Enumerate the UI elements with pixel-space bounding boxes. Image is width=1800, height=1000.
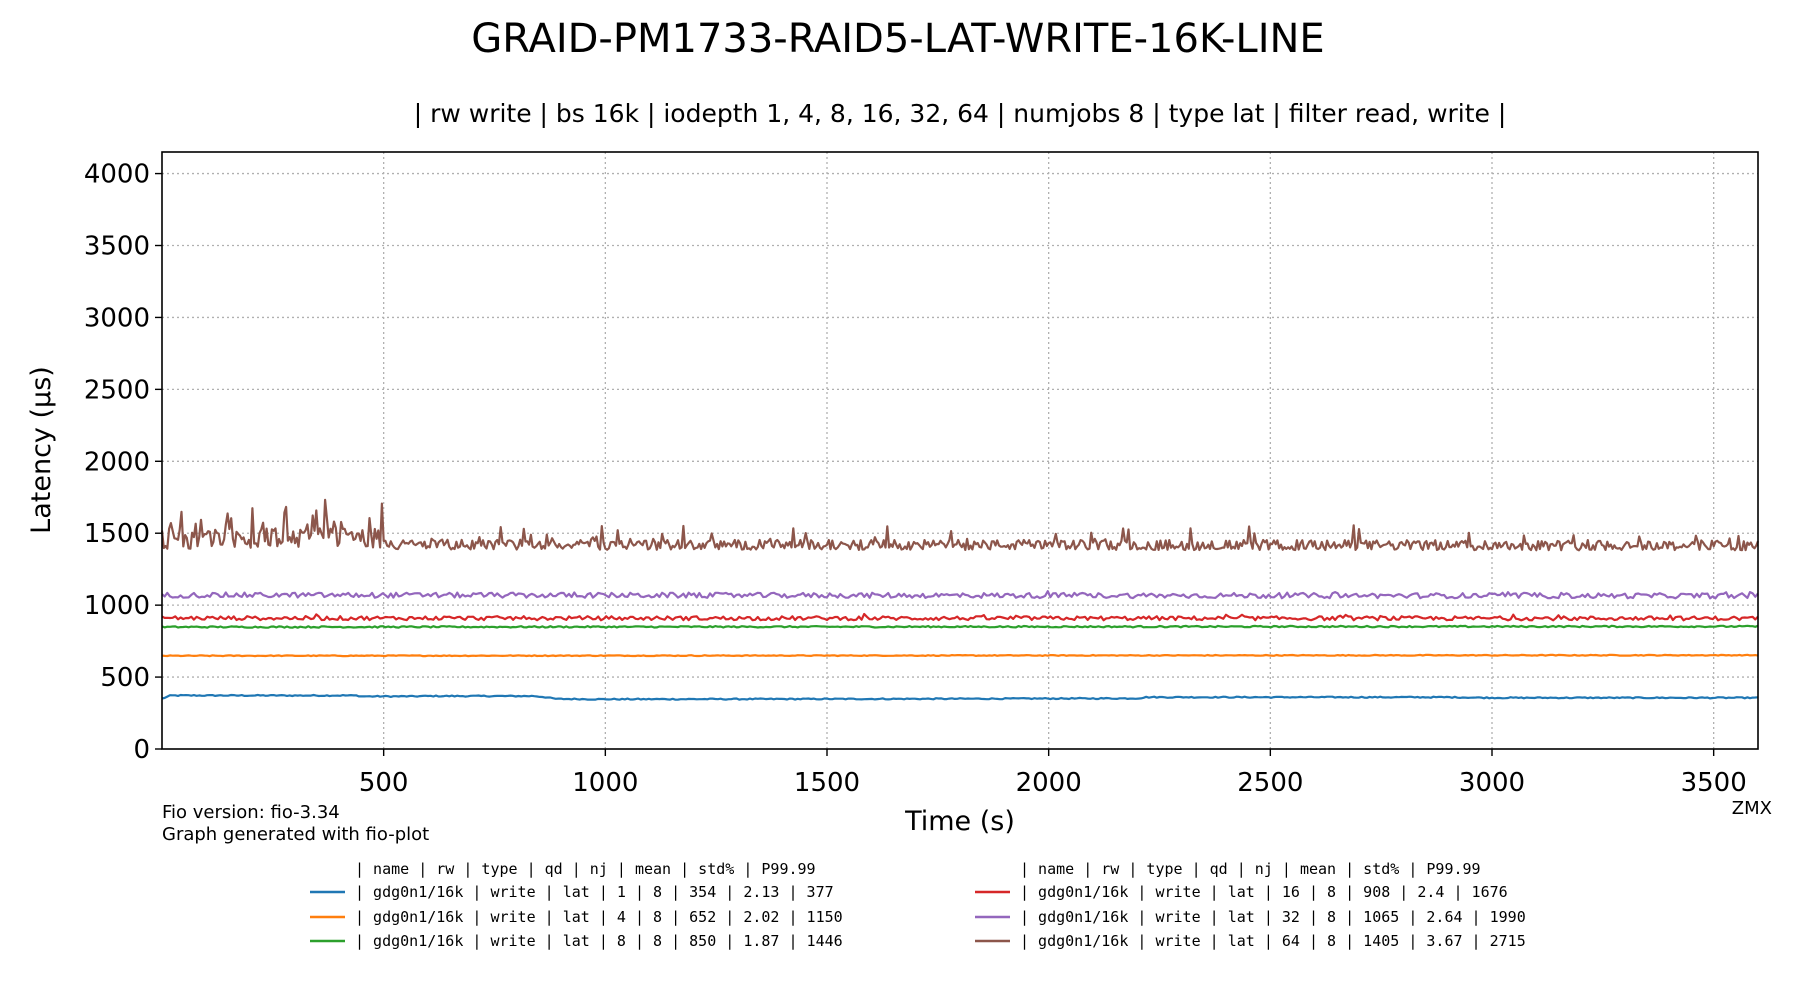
legend-entry: | gdg0n1/16k | write | lat | 16 | 8 | 90… <box>1020 883 1508 901</box>
x-tick-label: 500 <box>359 768 409 798</box>
fio-version-note: Fio version: fio-3.34 <box>162 802 340 823</box>
y-tick-label: 1000 <box>84 591 150 621</box>
legend-entry: | gdg0n1/16k | write | lat | 64 | 8 | 14… <box>1020 932 1526 950</box>
legend: | name | rw | type | qd | nj | mean | st… <box>310 860 1526 950</box>
y-tick-label: 500 <box>100 663 150 693</box>
x-tick-label: 1000 <box>572 768 638 798</box>
plot-area-frame <box>161 151 1759 750</box>
legend-entry: | gdg0n1/16k | write | lat | 32 | 8 | 10… <box>1020 908 1526 926</box>
zmx-note: ZMX <box>1732 798 1772 819</box>
series-line-5 <box>161 590 1759 600</box>
grid-lines <box>162 152 1758 749</box>
y-tick-label: 3500 <box>84 232 150 262</box>
legend-header: | name | rw | type | qd | nj | mean | st… <box>355 860 816 878</box>
x-tick-label: 3000 <box>1459 768 1525 798</box>
series-line-4 <box>161 612 1759 622</box>
x-tick-label: 1500 <box>794 768 860 798</box>
x-tick-label: 2500 <box>1237 768 1303 798</box>
y-tick-label: 4000 <box>84 160 150 190</box>
chart-title: GRAID-PM1733-RAID5-LAT-WRITE-16K-LINE <box>471 16 1324 62</box>
y-tick-label: 2500 <box>84 375 150 405</box>
y-axis-label: Latency (µs) <box>26 366 57 534</box>
series-line-3 <box>161 624 1759 629</box>
series-line-1 <box>161 693 1759 701</box>
legend-header: | name | rw | type | qd | nj | mean | st… <box>1020 860 1481 878</box>
x-tick-label: 3500 <box>1681 768 1747 798</box>
legend-entry: | gdg0n1/16k | write | lat | 1 | 8 | 354… <box>355 883 834 901</box>
y-tick-label: 0 <box>133 735 150 765</box>
x-axis-label: Time (s) <box>904 806 1015 837</box>
axis-ticks: 0 500 1000 1500 2000 2500 3000 3500 4000 500 1000 1… <box>84 160 1747 798</box>
legend-entry: | gdg0n1/16k | write | lat | 4 | 8 | 652… <box>355 908 843 926</box>
y-tick-label: 1500 <box>84 519 150 549</box>
y-tick-label: 3000 <box>84 303 150 333</box>
generator-note: Graph generated with fio-plot <box>162 824 429 845</box>
series-layer <box>160 498 1760 701</box>
x-tick-label: 2000 <box>1016 768 1082 798</box>
y-tick-label: 2000 <box>84 447 150 477</box>
series-line-6 <box>160 498 1760 552</box>
legend-entry: | gdg0n1/16k | write | lat | 8 | 8 | 850… <box>355 932 843 950</box>
chart-subtitle: | rw write | bs 16k | iodepth 1, 4, 8, 1… <box>414 99 1507 128</box>
series-line-2 <box>161 653 1759 658</box>
